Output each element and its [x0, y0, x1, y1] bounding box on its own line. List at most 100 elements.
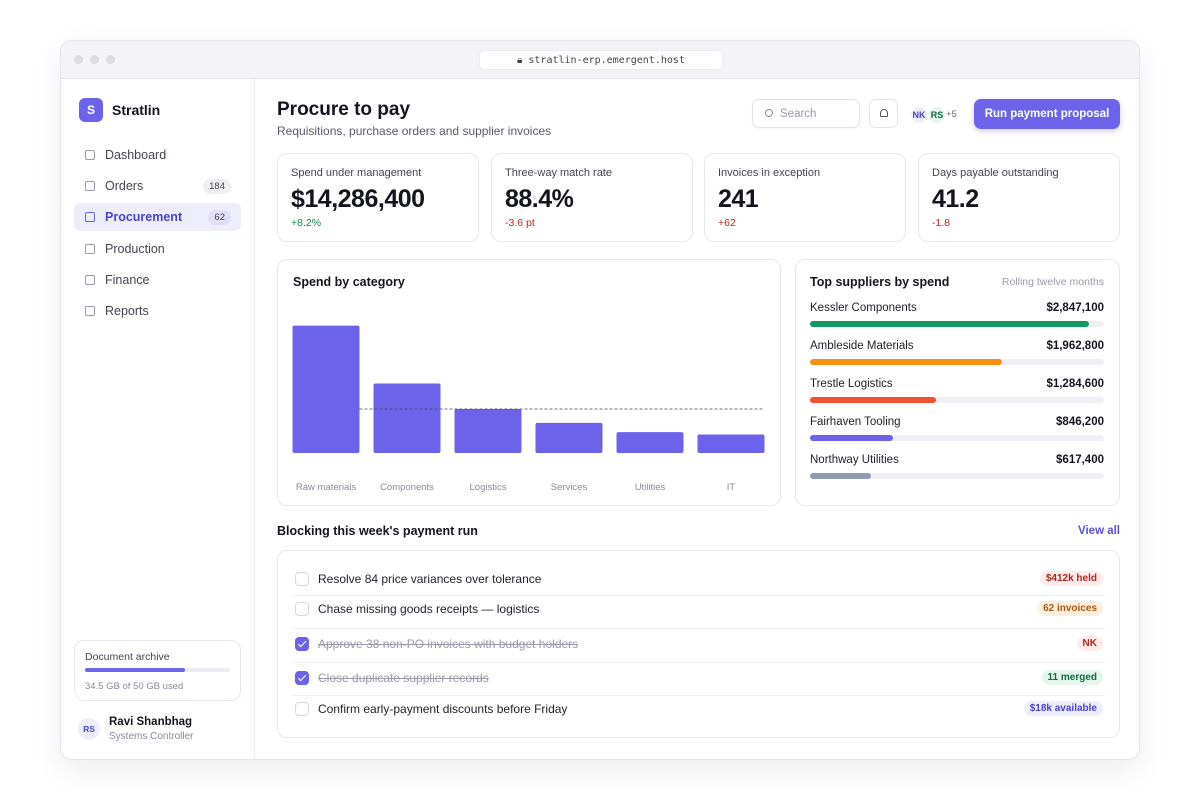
- kpi-card: Three-way match rate 88.4% -3.6 pt: [491, 153, 693, 242]
- kpi-label: Days payable outstanding: [932, 167, 1059, 179]
- supplier-value: $1,284,600: [1046, 378, 1104, 390]
- storage-title: Document archive: [85, 651, 170, 663]
- supplier-value: $617,400: [1056, 454, 1104, 466]
- kpi-card: Spend under management $14,286,400 +8.2%: [277, 153, 479, 242]
- nav-item[interactable]: Finance: [74, 266, 241, 294]
- nav-icon: [85, 306, 95, 316]
- task-text: Close duplicate supplier records: [318, 671, 489, 685]
- title-bar: 🔒︎ stratlin-erp.emergent.host: [61, 41, 1139, 79]
- supplier-bar: [810, 397, 936, 403]
- window-dot: [106, 55, 115, 64]
- task-text: Chase missing goods receipts — logistics: [318, 602, 540, 616]
- bell-icon: [880, 109, 888, 117]
- kpi-value: 41.2: [932, 185, 979, 213]
- row-divider: [292, 694, 1105, 696]
- x-tick-label: Services: [551, 482, 588, 493]
- kpi-card: Days payable outstanding 41.2 -1.8: [918, 153, 1120, 242]
- task-tag: $412k held: [1039, 571, 1103, 586]
- window-dot: [74, 55, 83, 64]
- task-tag: 11 merged: [1041, 670, 1103, 685]
- search-box[interactable]: Search: [752, 99, 860, 128]
- supplier-name: Trestle Logistics: [810, 378, 893, 390]
- kpi-card: Invoices in exception 241 +62: [704, 153, 906, 242]
- search-placeholder: Search: [780, 108, 817, 120]
- bar: [616, 432, 684, 453]
- avatar-more: +5: [946, 109, 957, 120]
- kpi-label: Invoices in exception: [718, 167, 821, 179]
- user-name: Ravi Shanbhag: [109, 716, 193, 728]
- task-tag: $18k available: [1023, 701, 1103, 716]
- notification-button[interactable]: [869, 99, 898, 128]
- nav-icon: [85, 181, 95, 192]
- chart-card: Spend by category Raw materials Components…: [277, 259, 781, 506]
- nav-badge: 62: [208, 210, 231, 226]
- suppliers-subtitle: Rolling twelve months: [1001, 276, 1104, 288]
- task-tag: 62 invoices: [1037, 601, 1103, 616]
- supplier-value: $2,847,100: [1046, 302, 1104, 314]
- nav-label: Reports: [105, 304, 149, 318]
- checkbox[interactable]: [295, 602, 309, 616]
- checkbox[interactable]: [295, 637, 309, 651]
- nav-item[interactable]: Orders 184: [74, 172, 241, 200]
- task-text: Approve 38 non-PO invoices with budget h…: [318, 637, 579, 651]
- supplier-name: Northway Utilities: [810, 454, 899, 466]
- suppliers-title: Top suppliers by spend: [810, 275, 950, 289]
- storage-track: [85, 668, 230, 672]
- view-all-link[interactable]: View all: [1078, 525, 1120, 537]
- bar: [292, 325, 360, 453]
- task-tag: NK: [1076, 636, 1103, 651]
- check-mark: [297, 672, 307, 682]
- brand-logo: S: [79, 98, 103, 122]
- primary-button[interactable]: Run payment proposal: [974, 99, 1120, 129]
- supplier-track: [810, 359, 1104, 365]
- supplier-track: [810, 435, 1104, 441]
- nav-icon: [85, 212, 95, 223]
- nav-badge: 184: [203, 179, 231, 195]
- storage-bar: [85, 668, 186, 672]
- nav-label: Dashboard: [105, 148, 167, 162]
- x-tick-label: Raw materials: [296, 482, 356, 493]
- supplier-name: Fairhaven Tooling: [810, 416, 901, 428]
- sidebar: S Stratlin Dashboard Orders 184 Procurement 62…: [61, 79, 255, 759]
- nav-item[interactable]: Reports: [74, 297, 241, 325]
- nav-item[interactable]: Procurement 62: [74, 203, 241, 232]
- supplier-track: [810, 473, 1104, 479]
- task-text: Confirm early-payment discounts before F…: [318, 702, 568, 716]
- checkbox[interactable]: [295, 702, 309, 716]
- supplier-bar: [810, 435, 893, 441]
- main: Procure to pay Requisitions, purchase ord…: [255, 79, 1139, 759]
- bar: [454, 408, 522, 453]
- kpi-value: 88.4%: [505, 185, 574, 213]
- x-tick-label: Logistics: [470, 482, 507, 493]
- bar: [535, 422, 603, 453]
- supplier-value: $1,962,800: [1046, 340, 1104, 352]
- supplier-name: Kessler Components: [810, 302, 917, 314]
- address-bar[interactable]: 🔒︎ stratlin-erp.emergent.host: [479, 50, 723, 70]
- row-divider: [292, 662, 1105, 663]
- nav-label: Production: [105, 241, 165, 256]
- nav-label: Finance: [105, 272, 150, 287]
- user-role: Systems Controller: [109, 731, 194, 742]
- kpi-change: -1.8: [932, 217, 951, 229]
- supplier-track: [810, 397, 1104, 403]
- section-title: Blocking this week's payment run: [277, 524, 478, 538]
- nav-item[interactable]: Production: [74, 235, 241, 263]
- avatar: NK: [909, 105, 929, 125]
- browser-window: 🔒︎ stratlin-erp.emergent.host S Stratlin D…: [60, 40, 1140, 760]
- supplier-bar: [810, 321, 1090, 327]
- avatar: RS: [927, 105, 947, 125]
- url: stratlin-erp.emergent.host: [528, 55, 685, 66]
- checkbox[interactable]: [295, 572, 309, 586]
- kpi-value: $14,286,400: [291, 185, 425, 213]
- page-subtitle: Requisitions, purchase orders and suppli…: [277, 124, 552, 138]
- kpi-value: 241: [718, 185, 759, 213]
- nav-item[interactable]: Dashboard: [74, 141, 241, 169]
- suppliers-card: Top suppliers by spend Rolling twelve mon…: [795, 259, 1120, 506]
- user-avatar: RS: [78, 718, 100, 740]
- supplier-value: $846,200: [1056, 416, 1104, 428]
- bar: [373, 383, 441, 453]
- x-tick-label: Components: [380, 482, 434, 493]
- checkbox[interactable]: [295, 671, 309, 685]
- window-dot: [90, 55, 99, 64]
